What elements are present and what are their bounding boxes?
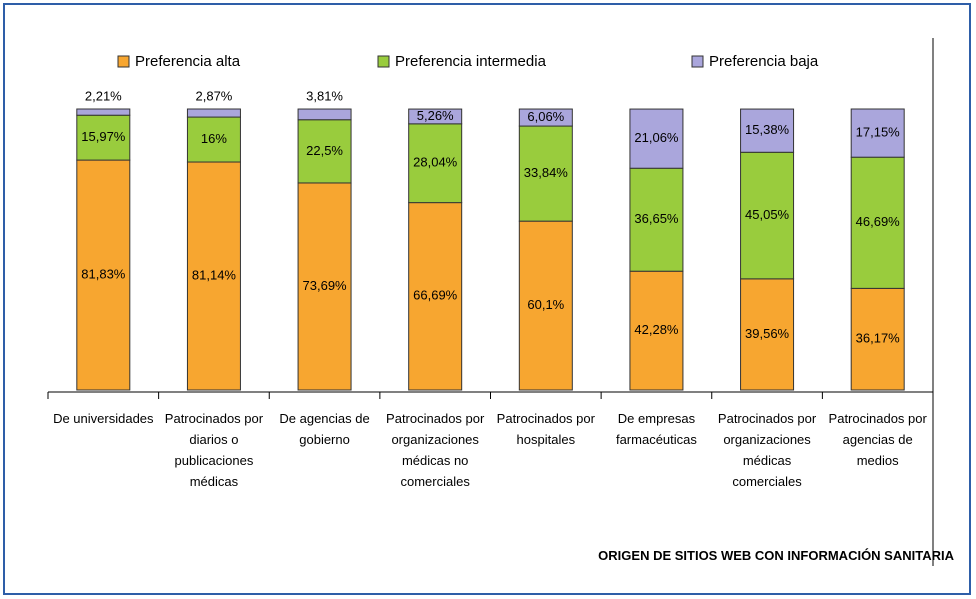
bar-segment <box>186 116 241 163</box>
legend-label: Preferencia intermedia <box>395 53 547 70</box>
value-label: 36,17% <box>856 331 901 346</box>
legend-swatch <box>117 55 130 68</box>
bar-segment <box>740 278 795 391</box>
bar-segment <box>850 156 905 289</box>
value-label: 21,06% <box>634 130 679 145</box>
bar-segment <box>740 108 795 153</box>
value-label: 81,83% <box>81 266 126 281</box>
bar-segment <box>518 220 573 391</box>
bar-segment <box>518 125 573 222</box>
x-tick-label: Patrocinados por diarios o publicaciones… <box>164 411 264 489</box>
value-label: 73,69% <box>303 278 348 293</box>
value-label: 81,14% <box>192 267 237 282</box>
bar-segment <box>297 108 352 121</box>
bar-segment <box>408 108 463 125</box>
legend-label: Preferencia alta <box>135 53 241 70</box>
value-label: 45,05% <box>745 207 790 222</box>
bar-segment <box>518 108 573 127</box>
value-label: 46,69% <box>856 214 901 229</box>
bar-segment <box>850 108 905 158</box>
x-tick-label: De empresas farmacéuticas <box>615 411 697 447</box>
bar-segment <box>297 182 352 391</box>
value-label: 39,56% <box>745 326 790 341</box>
x-tick-label: De universidades <box>53 411 154 426</box>
value-label: 2,87% <box>196 88 233 103</box>
value-label: 22,5% <box>306 143 343 158</box>
x-tick-label: Patrocinados por organizaciones médicas … <box>717 411 817 489</box>
value-label: 5,26% <box>417 108 454 123</box>
value-label: 15,38% <box>745 122 790 137</box>
value-label: 6,06% <box>527 109 564 124</box>
legend-label: Preferencia baja <box>709 53 819 70</box>
bar-segment <box>629 108 684 169</box>
x-axis-label: ORIGEN DE SITIOS WEB CON INFORMACIÓN SAN… <box>598 548 954 563</box>
value-label: 60,1% <box>527 297 564 312</box>
x-tick-label: Patrocinados por organizaciones médicas … <box>386 411 485 489</box>
value-label: 36,65% <box>634 211 679 226</box>
bar-segment <box>740 151 795 280</box>
bar-segment <box>76 159 131 391</box>
value-label: 42,28% <box>634 322 679 337</box>
legend-swatch <box>377 55 390 68</box>
x-tick-label: Patrocinados por hospitales <box>496 411 595 447</box>
value-label: 3,81% <box>306 88 343 103</box>
bar-segment <box>186 161 241 391</box>
bar-segment <box>629 167 684 272</box>
bar-segment <box>76 114 131 161</box>
frame <box>3 3 971 595</box>
bar-segment <box>186 108 241 118</box>
legend-swatch <box>691 55 704 68</box>
x-tick-label: Patrocinados por agencias de medios <box>828 411 927 468</box>
value-label: 33,84% <box>524 165 569 180</box>
value-label: 28,04% <box>413 155 458 170</box>
bar-segment <box>76 108 131 116</box>
value-label: 15,97% <box>81 129 126 144</box>
value-label: 66,69% <box>413 288 458 303</box>
x-tick-label: De agencias de gobierno <box>279 411 370 447</box>
value-label: 16% <box>201 131 227 146</box>
bar-segment <box>408 123 463 204</box>
bar-segment <box>850 287 905 391</box>
value-label: 17,15% <box>856 125 901 140</box>
value-label: 2,21% <box>85 88 122 103</box>
